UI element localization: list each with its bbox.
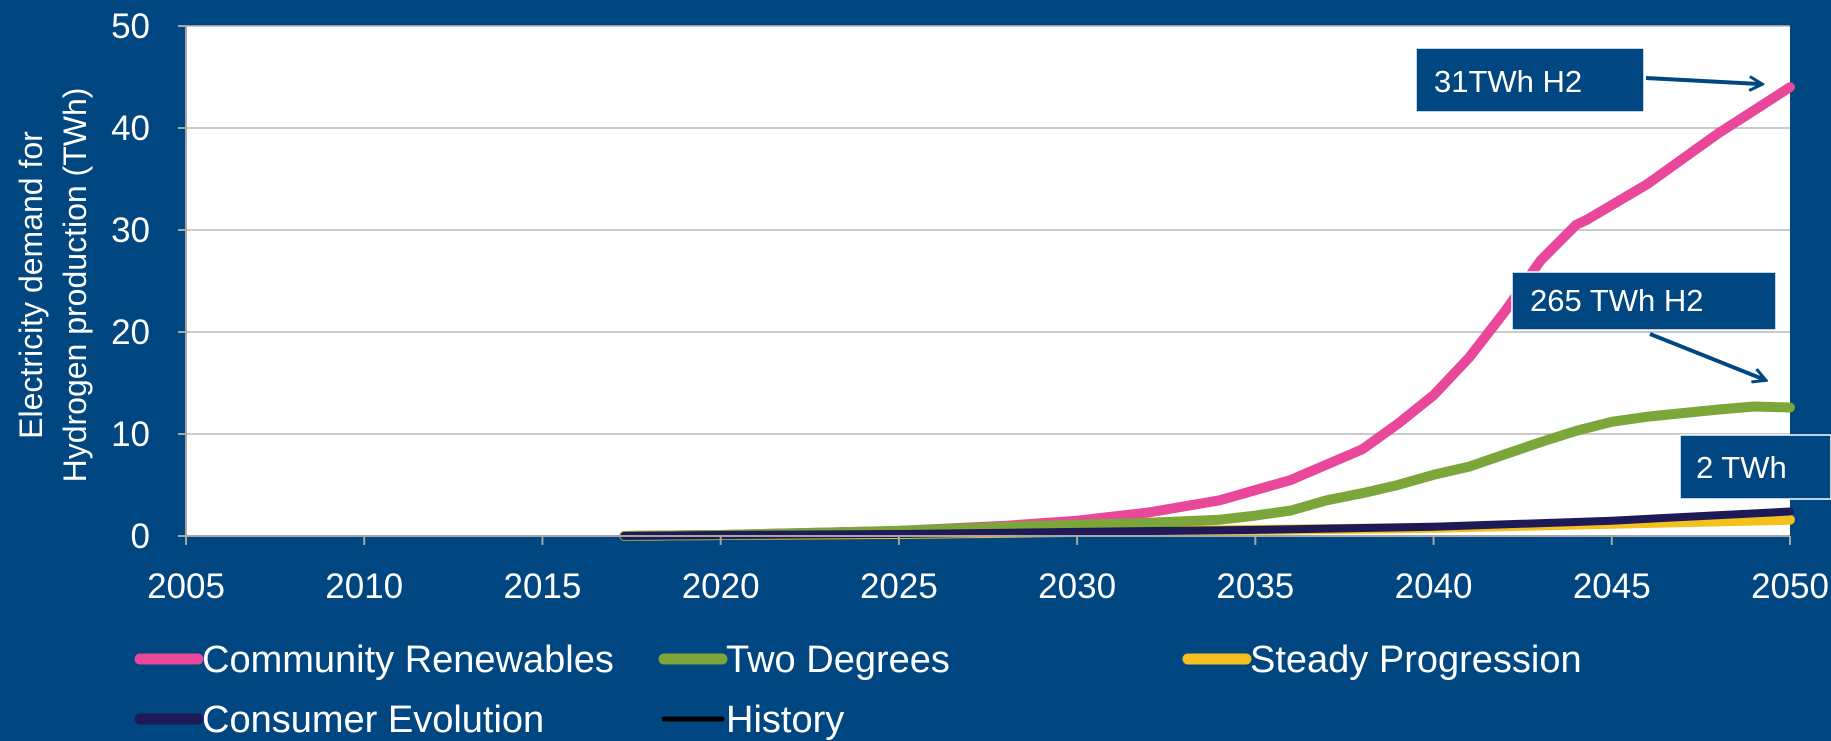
y-axis-label-line-1: Electricity demand for: [13, 131, 49, 439]
callout-box: [1679, 434, 1831, 500]
x-tick-label: 2020: [682, 567, 760, 606]
legend-label-history: History: [726, 699, 844, 741]
callout-label: 2 TWh: [1696, 450, 1787, 485]
legend-label-steady-progression: Steady Progression: [1250, 639, 1582, 681]
callout-label: 265 TWh H2: [1530, 283, 1703, 318]
callout-box: [1511, 271, 1777, 331]
x-tick-label: 2035: [1216, 567, 1294, 606]
series-line-consumer-evolution: [620, 507, 1794, 540]
y-tick-label: 50: [111, 7, 150, 46]
y-axis-label-line-2-text: Hydrogen production (TWh): [57, 88, 93, 483]
y-tick-label: 30: [111, 211, 150, 250]
y-tick-label: 10: [111, 415, 150, 454]
y-tick-label: 20: [111, 313, 150, 352]
callout-arrow: [1649, 332, 1765, 380]
x-tick-label: 2030: [1038, 567, 1116, 606]
x-tick-label: 2010: [325, 567, 403, 606]
y-tick-label: 40: [111, 109, 150, 148]
gridlines: [186, 25, 1790, 435]
callouts: 31TWh H2 265 TWh H2 2 TWh: [1415, 47, 1831, 500]
callout-arrow: [1645, 78, 1761, 84]
y-axis-label-line-2: Hydrogen production (TWh): [57, 88, 93, 483]
y-tick-label: 0: [131, 517, 150, 556]
legend-label-community-renewables: Community Renewables: [202, 639, 614, 681]
callout-box: [1415, 47, 1645, 113]
x-tick-label: 2025: [860, 567, 938, 606]
series-layer: [619, 82, 1795, 541]
axes: [178, 25, 1791, 545]
x-tick-label: 2040: [1395, 567, 1473, 606]
series-line-two-degrees: [619, 401, 1795, 541]
x-tick-label: 2045: [1573, 567, 1651, 606]
legend-label-two-degrees: Two Degrees: [726, 639, 950, 681]
legend: Community Renewables Two Degrees Steady Pr…: [134, 639, 1582, 741]
x-tick-label: 2015: [504, 567, 582, 606]
legend-label-consumer-evolution: Consumer Evolution: [202, 699, 544, 741]
callout-label: 31TWh H2: [1434, 64, 1582, 99]
y-axis-label: Electricity demand for: [13, 131, 49, 439]
x-tick-label: 2005: [147, 567, 225, 606]
x-tick-label: 2050: [1751, 567, 1829, 606]
